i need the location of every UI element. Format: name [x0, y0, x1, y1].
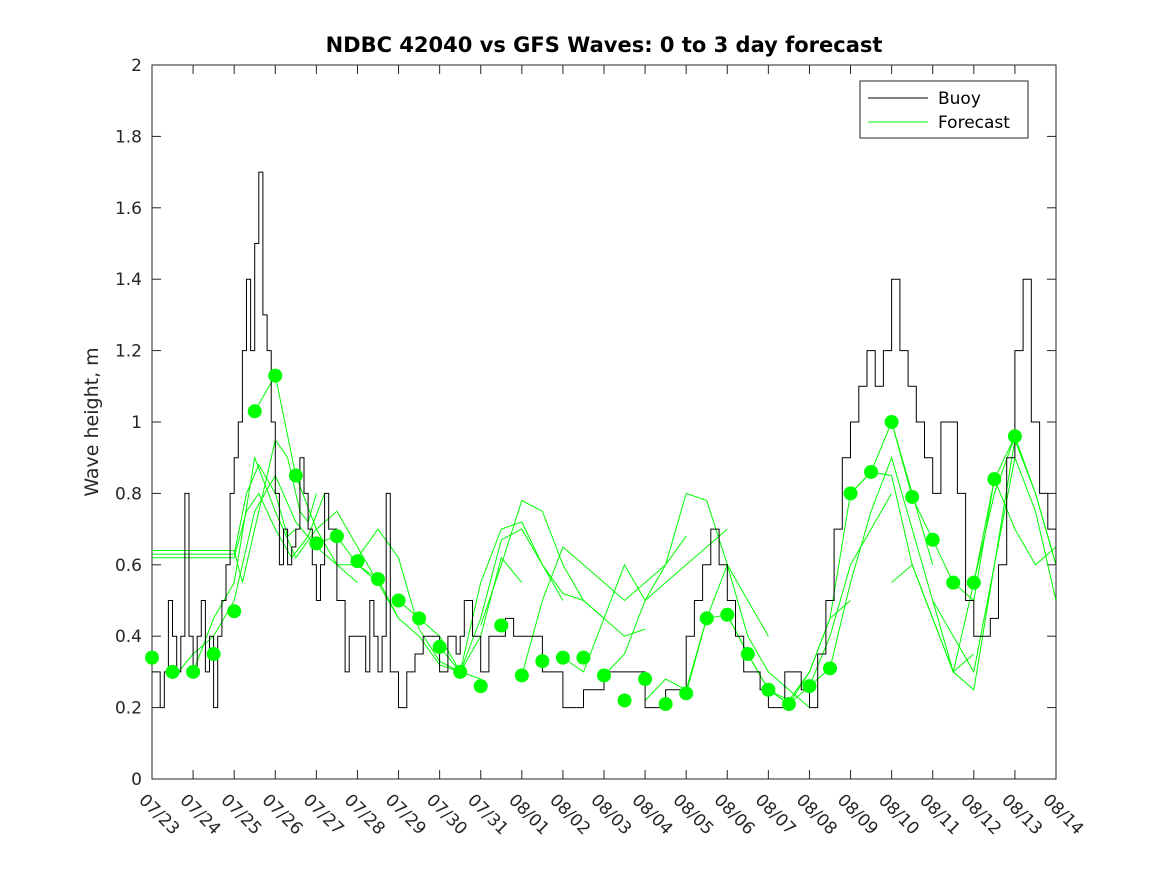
forecast-point	[864, 464, 879, 479]
forecast-point	[576, 650, 591, 665]
forecast-point	[597, 668, 611, 683]
forecast-series-line	[603, 492, 769, 676]
y-axis-label: Wave height, m	[81, 347, 103, 496]
forecast-point	[761, 682, 776, 697]
forecast-point	[514, 668, 529, 683]
y-tick-label: 1.6	[115, 199, 142, 219]
legend-forecast-label: Forecast	[938, 113, 1010, 133]
forecast-series-line	[932, 438, 1056, 674]
buoy-series-line	[152, 171, 1056, 709]
forecast-point	[823, 661, 837, 676]
forecast-point	[905, 489, 920, 504]
forecast-series-line	[398, 521, 564, 674]
forecast-series-line	[809, 456, 975, 687]
forecast-series-line	[316, 535, 481, 680]
forecast-point	[206, 647, 221, 662]
y-tick-label: 0	[131, 770, 142, 790]
y-tick-label: 1.2	[115, 342, 142, 362]
forecast-point	[699, 611, 714, 626]
legend: Buoy Forecast	[859, 80, 1029, 139]
forecast-point	[494, 618, 509, 633]
forecast-point	[658, 697, 673, 712]
forecast-series-line	[152, 492, 326, 559]
forecast-point	[268, 368, 283, 383]
forecast-point	[186, 664, 201, 679]
forecast-point	[247, 404, 262, 419]
forecast-point	[227, 604, 242, 619]
forecast-point	[309, 536, 324, 551]
y-tick-label: 1.8	[115, 127, 142, 147]
legend-buoy-label: Buoy	[938, 89, 981, 109]
forecast-point	[371, 572, 385, 587]
forecast-point	[412, 611, 427, 626]
forecast-point	[473, 679, 488, 694]
y-tick-label: 0.4	[115, 627, 142, 647]
y-tick-label: 2	[131, 56, 142, 76]
forecast-point	[884, 415, 899, 429]
forecast-point	[350, 554, 365, 569]
forecast-point	[966, 575, 981, 590]
forecast-point	[802, 679, 817, 694]
y-tick-label: 0.6	[115, 556, 142, 576]
y-tick-label: 0.2	[115, 699, 142, 719]
forecast-series-line	[480, 499, 646, 637]
forecast-point	[165, 664, 180, 679]
forecast-series-line	[973, 477, 1056, 583]
forecast-series-line	[439, 528, 605, 673]
forecast-point	[145, 650, 159, 665]
forecast-point	[740, 647, 755, 662]
forecast-point	[946, 575, 961, 590]
forecast-point	[453, 664, 468, 679]
forecast-point	[617, 693, 632, 708]
forecast-point	[329, 529, 344, 544]
forecast-point	[1007, 429, 1022, 444]
forecast-point	[925, 532, 940, 547]
forecast-point	[720, 607, 735, 622]
forecast-point	[288, 468, 303, 483]
forecast-point	[391, 593, 406, 608]
forecast-point	[555, 650, 570, 665]
forecast-series-line	[891, 455, 1056, 691]
legend-box	[859, 80, 1029, 139]
y-tick-label: 1	[131, 413, 142, 433]
y-tick-label: 0.8	[115, 484, 142, 504]
chart-title: NDBC 42040 vs GFS Waves: 0 to 3 day fore…	[326, 33, 883, 57]
forecast-point	[987, 472, 1002, 487]
y-tick-label: 1.4	[115, 270, 142, 290]
forecast-point	[432, 639, 447, 654]
forecast-point	[535, 654, 550, 669]
forecast-series-line	[152, 438, 317, 583]
forecast-point	[638, 672, 653, 687]
forecast-point	[679, 686, 694, 701]
forecast-point	[843, 486, 858, 501]
forecast-point	[781, 697, 796, 712]
forecast-series-line	[521, 535, 687, 676]
